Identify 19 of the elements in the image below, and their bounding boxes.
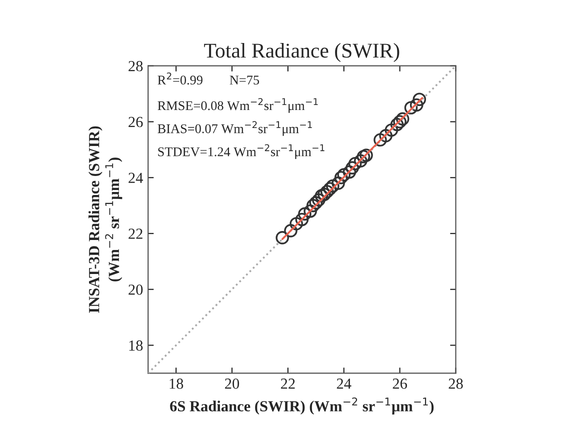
x-tick-label: 18 bbox=[170, 378, 184, 389]
y-tick-label: 20 bbox=[128, 284, 143, 295]
y-tick-label: 18 bbox=[129, 340, 143, 351]
x-tick-label: 20 bbox=[225, 378, 240, 389]
x-tick-label: 24 bbox=[336, 378, 352, 389]
annotation: BIAS=0.07 Wm$^{−2}$sr$^{−1}$μm$^{−1}$ bbox=[158, 121, 312, 136]
x-axis-title: 6S Radiance (SWIR) (Wm$^{−2}$ sr$^{−1}$μm$^{−1}$) bbox=[170, 397, 434, 415]
annotation: STDEV=1.24 Wm$^{−2}$sr$^{−1}$μm$^{−1}$ bbox=[158, 144, 324, 159]
y-axis-title: INSAT-3D Radiance (SWIR) (Wm$^{−2}$ sr$^{−1}$μm$^{−1}$) bbox=[88, 126, 122, 313]
y-tick-label: 26 bbox=[128, 116, 143, 128]
x-tick-label: 22 bbox=[280, 378, 295, 389]
x-tick-label: 26 bbox=[392, 378, 407, 389]
chart-title: Total Radiance (SWIR) bbox=[204, 43, 400, 62]
y-tick-label: 22 bbox=[128, 228, 142, 239]
annotation: R$^{2}$=0.99 N=75 bbox=[158, 72, 260, 85]
y-tick-label: 24 bbox=[128, 172, 143, 183]
y-tick-label: 28 bbox=[128, 60, 143, 72]
x-tick-label: 28 bbox=[448, 378, 463, 389]
annotation: RMSE=0.08 Wm$^{−2}$sr$^{−1}$μm$^{−1}$ bbox=[158, 98, 318, 113]
